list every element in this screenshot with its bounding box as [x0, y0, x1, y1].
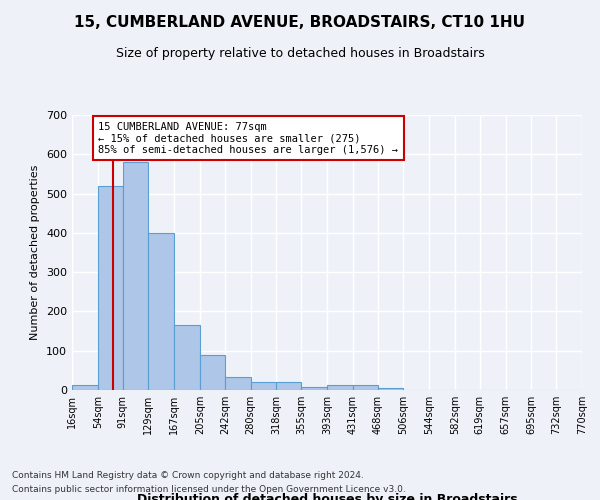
- Bar: [301, 387, 327, 390]
- Bar: [378, 388, 403, 390]
- Bar: [353, 386, 378, 390]
- Bar: [174, 325, 200, 390]
- Bar: [148, 233, 174, 390]
- Text: Contains public sector information licensed under the Open Government Licence v3: Contains public sector information licen…: [12, 486, 406, 494]
- Bar: [200, 356, 225, 390]
- Text: 15 CUMBERLAND AVENUE: 77sqm
← 15% of detached houses are smaller (275)
85% of se: 15 CUMBERLAND AVENUE: 77sqm ← 15% of det…: [98, 122, 398, 155]
- X-axis label: Distribution of detached houses by size in Broadstairs: Distribution of detached houses by size …: [137, 492, 517, 500]
- Bar: [276, 382, 301, 390]
- Bar: [225, 378, 251, 390]
- Bar: [123, 162, 148, 390]
- Text: Size of property relative to detached houses in Broadstairs: Size of property relative to detached ho…: [116, 48, 484, 60]
- Y-axis label: Number of detached properties: Number of detached properties: [31, 165, 40, 340]
- Bar: [98, 186, 123, 390]
- Text: Contains HM Land Registry data © Crown copyright and database right 2024.: Contains HM Land Registry data © Crown c…: [12, 470, 364, 480]
- Text: 15, CUMBERLAND AVENUE, BROADSTAIRS, CT10 1HU: 15, CUMBERLAND AVENUE, BROADSTAIRS, CT10…: [74, 15, 526, 30]
- Bar: [327, 386, 353, 390]
- Bar: [72, 386, 98, 390]
- Bar: [251, 382, 276, 390]
